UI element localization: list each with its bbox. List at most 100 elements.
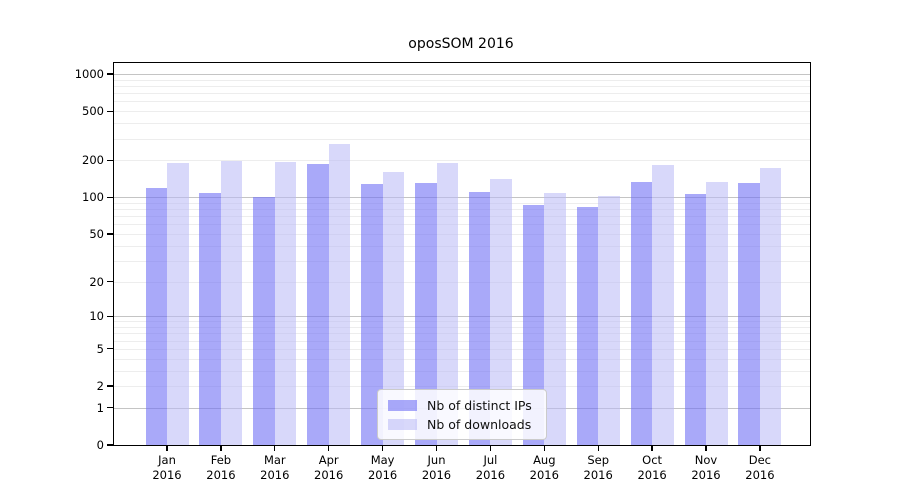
bar-downloads-jul	[490, 179, 512, 445]
gridline-minor	[114, 111, 810, 113]
gridline-minor	[114, 348, 810, 350]
x-tick-mark	[381, 445, 384, 451]
gridline-minor	[114, 321, 810, 323]
gridline-minor	[114, 93, 810, 95]
y-tick-label: 5	[96, 341, 104, 356]
x-tick-label: Sep 2016	[566, 453, 630, 483]
x-tick-mark	[274, 445, 276, 451]
x-tick-label: Jun 2016	[405, 453, 469, 483]
y-tick-mark	[106, 444, 113, 446]
y-tick-mark	[106, 233, 113, 235]
bar-distinct-ips-sep	[576, 207, 599, 445]
bar-downloads-aug	[544, 193, 566, 445]
x-tick-label: Jul 2016	[458, 453, 522, 483]
y-tick-mark	[106, 280, 113, 283]
gridline-minor	[114, 281, 810, 283]
gridline-minor	[114, 370, 810, 372]
y-tick-mark	[106, 407, 113, 409]
x-tick-month: Sep	[587, 453, 610, 467]
x-tick-month: Apr	[318, 453, 339, 467]
x-tick-year: 2016	[367, 468, 398, 482]
gridline-minor	[114, 327, 810, 328]
chart-title: oposSOM 2016	[408, 36, 514, 52]
bar-distinct-ips-jul	[468, 192, 491, 445]
x-tick-label: Aug 2016	[512, 453, 576, 483]
bar-distinct-ips-apr	[307, 164, 329, 445]
bar-distinct-ips-may	[361, 184, 383, 445]
legend-row-downloads: Nb of downloads	[388, 416, 536, 432]
x-tick-label: Mar 2016	[243, 453, 307, 483]
x-tick-year: 2016	[475, 468, 506, 482]
gridline-minor	[114, 340, 810, 342]
gridline-minor	[114, 123, 810, 125]
y-tick-mark	[106, 348, 113, 350]
gridline-minor	[114, 86, 810, 87]
x-tick-mark	[543, 445, 545, 451]
y-tick-label: 100	[82, 190, 104, 205]
gridline-major	[114, 74, 810, 75]
x-tick-label: Apr 2016	[297, 453, 361, 483]
x-tick-mark	[166, 445, 168, 451]
bar-distinct-ips-dec	[738, 183, 760, 445]
x-tick-label: Nov 2016	[674, 453, 738, 483]
gridline-minor	[114, 333, 810, 335]
x-tick-month: May	[370, 453, 395, 467]
x-tick-mark	[705, 445, 707, 451]
x-tick-month: Feb	[210, 453, 232, 467]
y-tick-label: 200	[82, 153, 104, 168]
x-tick-year: 2016	[583, 468, 613, 482]
y-tick-label: 500	[82, 104, 104, 119]
bar-distinct-ips-feb	[199, 193, 221, 445]
x-tick-label: Jan 2016	[135, 453, 199, 483]
x-tick-month: Jul	[483, 453, 498, 467]
x-tick-year: 2016	[206, 468, 236, 482]
x-tick-mark	[435, 445, 438, 451]
x-tick-year: 2016	[260, 468, 290, 482]
legend-swatch-downloads-icon	[388, 418, 417, 430]
x-tick-mark	[220, 445, 222, 451]
x-tick-year: 2016	[152, 468, 182, 482]
plot-area: 0 1 2 5 10 20 50 100 200 500 1000 Jan 2016 Feb 2016 Mar…	[75, 62, 811, 482]
x-tick-month: Jun	[427, 453, 446, 467]
bar-distinct-ips-jan	[145, 188, 167, 445]
y-tick-label: 0	[96, 438, 104, 452]
x-tick-month: Mar	[263, 453, 286, 467]
x-tick-mark	[597, 445, 599, 451]
x-tick-mark	[328, 445, 330, 451]
x-tick-year: 2016	[691, 468, 721, 482]
gridline-minor	[114, 386, 810, 387]
x-tick-month: Aug	[533, 453, 556, 467]
legend-label-downloads: Nb of downloads	[427, 416, 532, 432]
x-tick-label: Oct 2016	[620, 453, 684, 483]
y-tick-label: 1000	[74, 67, 104, 81]
x-tick-month: Dec	[748, 453, 772, 467]
x-tick-label: May 2016	[351, 453, 415, 483]
bar-downloads-jan	[167, 163, 189, 445]
bar-distinct-ips-mar	[253, 197, 275, 445]
gridline-minor	[114, 138, 810, 140]
y-tick-label: 20	[89, 274, 104, 289]
gridline-minor	[114, 101, 810, 103]
y-tick-label: 1	[96, 400, 104, 415]
legend-swatch-distinct-ips-icon	[388, 399, 417, 411]
gridline-major	[114, 197, 810, 199]
y-tick-label: 10	[89, 309, 104, 324]
legend-label-distinct-ips: Nb of distinct IPs	[427, 397, 532, 413]
x-tick-label: Feb 2016	[189, 453, 253, 483]
x-tick-month: Jan	[158, 453, 176, 467]
x-tick-label: Dec 2016	[728, 453, 792, 483]
y-tick-label: 50	[89, 226, 104, 241]
x-tick-year: 2016	[529, 468, 559, 482]
bar-distinct-ips-nov	[684, 194, 706, 445]
gridline-minor	[114, 224, 810, 226]
bar-distinct-ips-jun	[415, 183, 437, 445]
x-tick-mark	[759, 445, 761, 451]
bar-downloads-may	[382, 172, 405, 445]
y-tick-mark	[106, 385, 113, 387]
bar-downloads-sep	[598, 196, 620, 445]
gridline-minor	[114, 233, 810, 235]
y-tick-mark	[106, 73, 113, 75]
gridline-minor	[114, 202, 810, 204]
x-tick-mark	[489, 445, 492, 451]
